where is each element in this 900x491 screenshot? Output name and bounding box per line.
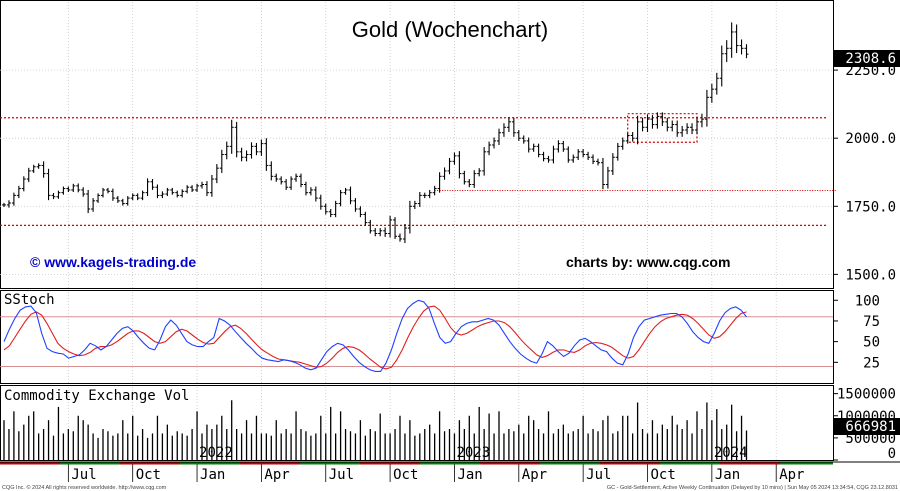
website-link[interactable]: © www.kagels-trading.de bbox=[30, 254, 196, 270]
price-y-tick-label: 2250.0 bbox=[845, 63, 896, 79]
x-tick-label: Jan bbox=[200, 467, 225, 483]
price-panel-frame bbox=[0, 0, 834, 289]
x-tick-label: Apr bbox=[522, 467, 547, 483]
price-y-tick-label: 1750.0 bbox=[845, 199, 896, 215]
stoch-panel-frame bbox=[0, 290, 834, 384]
x-tick-label: Oct bbox=[651, 467, 676, 483]
price-y-tick-label: 2000.0 bbox=[845, 131, 896, 147]
chart-credit: charts by: www.cqg.com bbox=[566, 254, 730, 270]
footer-copyright: CQG Inc. © 2024 All rights reserved worl… bbox=[2, 484, 167, 491]
stochastic-lines bbox=[3, 299, 747, 372]
x-tick-label: Jan bbox=[457, 467, 482, 483]
volume-last-value-box bbox=[834, 418, 900, 435]
x-year-label: 2022 bbox=[199, 445, 233, 461]
stoch-y-tick-label: 25 bbox=[863, 355, 880, 371]
price-last-value-box bbox=[834, 50, 900, 67]
reference-lines bbox=[0, 113, 837, 367]
volume-panel-frame bbox=[0, 385, 834, 461]
volume-y-tick-label: 0 bbox=[888, 446, 896, 462]
stoch-panel-label: SStoch bbox=[4, 292, 55, 308]
x-tick-label: Apr bbox=[779, 467, 804, 483]
axis-labels: 2250.0 2000.0 1750.0 1500.0 100 75 50 25 1500000… bbox=[0, 63, 896, 483]
volume-bars bbox=[3, 400, 748, 460]
x-tick-label: Oct bbox=[393, 467, 418, 483]
price-last-value: 2308.6 bbox=[845, 51, 896, 67]
x-tick-label: Jan bbox=[715, 467, 740, 483]
stoch-y-tick-label: 100 bbox=[855, 293, 880, 309]
x-tick-label: Jul bbox=[329, 467, 354, 483]
chart-title: Gold (Wochenchart) bbox=[352, 17, 548, 42]
x-tick-label: Apr bbox=[264, 467, 289, 483]
consolidation-box bbox=[627, 113, 698, 143]
price-bars bbox=[2, 22, 749, 244]
price-y-tick-label: 1500.0 bbox=[845, 267, 896, 283]
stoch-y-tick-label: 75 bbox=[863, 314, 880, 330]
stoch-k-line bbox=[3, 299, 747, 372]
stoch-d-line bbox=[3, 305, 747, 370]
volume-last-value: 666981 bbox=[845, 419, 896, 435]
volume-panel-label: Commodity Exchange Vol bbox=[4, 388, 189, 404]
x-tick-label: Oct bbox=[136, 467, 161, 483]
x-year-label: 2023 bbox=[456, 445, 490, 461]
x-year-label: 2024 bbox=[714, 445, 748, 461]
stoch-y-tick-label: 50 bbox=[863, 335, 880, 351]
x-tick-label: Jul bbox=[71, 467, 96, 483]
volume-y-tick-label: 1500000 bbox=[837, 387, 896, 403]
footer-info: GC - Gold-Settlement, Active Weekly Cont… bbox=[607, 485, 898, 491]
x-tick-label: Jul bbox=[586, 467, 611, 483]
